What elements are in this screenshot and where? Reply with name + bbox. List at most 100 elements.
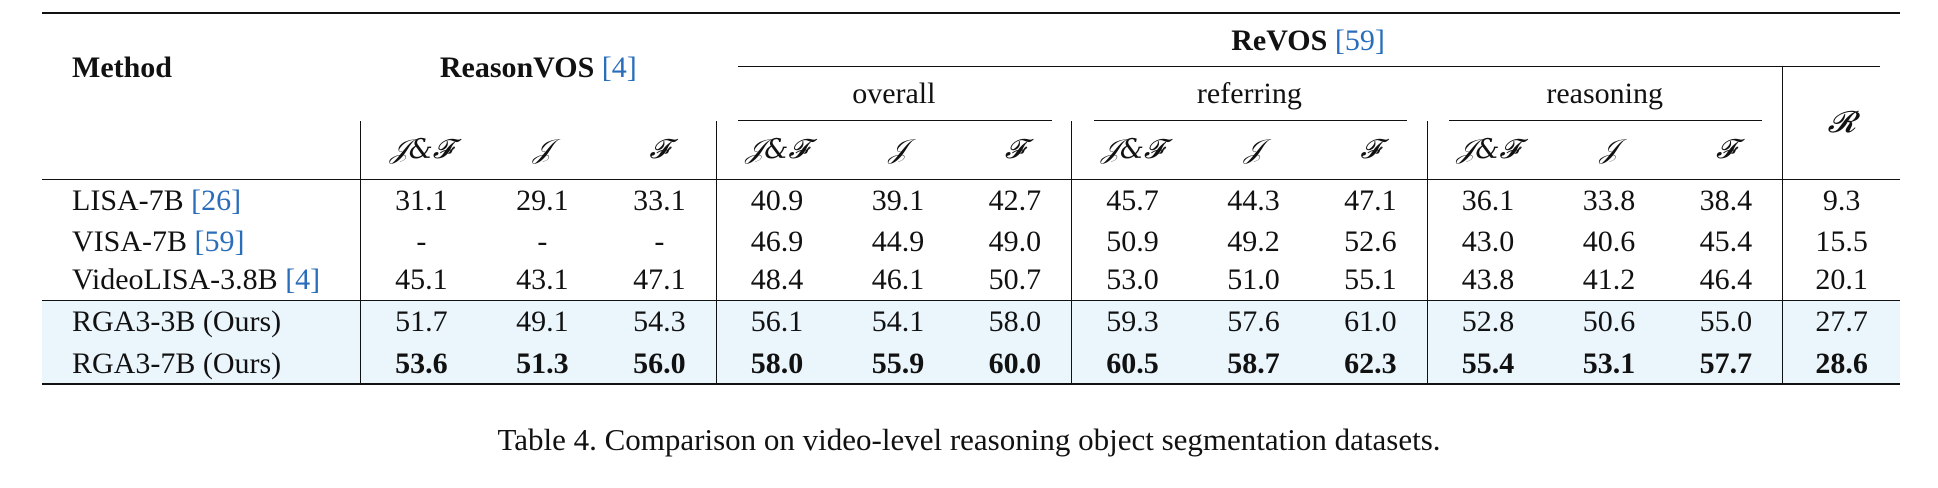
value-cell: 50.6 <box>1548 300 1670 344</box>
value-cell: - <box>654 224 665 258</box>
value-cell: 29.1 <box>516 184 569 218</box>
value-cell: 54.1 <box>837 300 959 344</box>
table-row: VideoLISA-3.8B [4] 45.1 43.1 47.1 48.4 46.1 50… <box>42 260 1900 300</box>
overall-jf-header: 𝒥&𝓕 <box>715 121 838 179</box>
method-header: Method <box>72 50 172 84</box>
value-cell: 55.0 <box>1669 300 1783 344</box>
value-cell: 28.6 <box>1782 344 1900 384</box>
value-cell: 15.5 <box>1782 223 1900 260</box>
table-caption: Table 4. Comparison on video-level reaso… <box>497 422 1441 457</box>
value-cell: 46.9 <box>715 223 838 260</box>
table-row: LISA-7B [26] 31.1 29.1 33.1 40.9 39.1 42.7 45.7… <box>42 179 1900 223</box>
table-row: RGA3-3B (Ours) 51.7 49.1 54.3 56.1 54.1 58.0 59… <box>42 300 1900 344</box>
value-cell: 55.9 <box>837 344 959 384</box>
overall-label: overall <box>852 77 936 110</box>
method-name: LISA-7B <box>72 184 192 218</box>
reasonvos-header: ReasonVOS [4] <box>361 13 717 121</box>
value-cell: 62.3 <box>1314 344 1428 384</box>
value-cell: 54.3 <box>603 300 717 344</box>
value-cell: 52.8 <box>1426 300 1549 344</box>
value-cell: 51.3 <box>481 344 604 384</box>
value-cell: 53.6 <box>360 344 482 384</box>
value-cell: 33.1 <box>633 184 686 218</box>
reasonvos-label: ReasonVOS <box>439 50 595 84</box>
value-cell: 49.1 <box>481 300 604 344</box>
r-metric-header: 𝓡 <box>1782 67 1900 179</box>
value-cell: 58.0 <box>958 300 1072 344</box>
reasoning-j-header: 𝒥 <box>1599 133 1619 165</box>
value-cell: 48.4 <box>715 260 838 300</box>
method-cell: RGA3-3B (Ours) <box>42 300 361 344</box>
method-name: VideoLISA-3.8B <box>72 262 286 296</box>
comparison-table: Method ReasonVOS [4] ReVOS [59] overall … <box>42 12 1900 385</box>
value-cell: 56.1 <box>715 300 838 344</box>
value-cell: 44.3 <box>1227 184 1280 218</box>
referring-j-header: 𝒥 <box>1244 133 1263 165</box>
value-cell: 56.0 <box>603 344 717 384</box>
value-cell: 47.1 <box>1344 184 1397 218</box>
method-cite: [26] <box>191 184 242 218</box>
overall-subheader: overall <box>716 67 1072 121</box>
reasonvos-f-header: 𝓕 <box>649 133 670 165</box>
revos-label: ReVOS <box>1231 23 1328 57</box>
value-cell: 57.7 <box>1669 344 1783 384</box>
reasoning-cmidrule <box>1449 120 1763 121</box>
value-cell: 49.0 <box>988 224 1042 258</box>
value-cell: 52.6 <box>1344 224 1397 258</box>
value-cell: 36.1 <box>1426 179 1549 223</box>
results-table-container: Method ReasonVOS [4] ReVOS [59] overall … <box>42 12 1900 385</box>
value-cell: 50.7 <box>988 262 1042 296</box>
value-cell: 58.7 <box>1192 344 1315 384</box>
value-cell: 51.7 <box>360 300 482 344</box>
revos-cite: [59] <box>1334 23 1385 57</box>
value-cell: 43.1 <box>516 262 569 296</box>
value-cell: 33.8 <box>1582 184 1636 218</box>
value-cell: 60.0 <box>958 344 1072 384</box>
value-cell: 49.2 <box>1227 224 1280 258</box>
value-cell: 46.4 <box>1699 262 1753 296</box>
value-cell: 50.9 <box>1071 223 1193 260</box>
value-cell: 57.6 <box>1192 300 1315 344</box>
value-cell: 45.1 <box>360 260 482 300</box>
value-cell: 45.7 <box>1071 179 1193 223</box>
value-cell: - <box>360 223 482 260</box>
value-cell: 41.2 <box>1582 262 1636 296</box>
value-cell: 61.0 <box>1314 300 1428 344</box>
table-row: RGA3-7B (Ours) 53.6 51.3 56.0 58.0 55.9 60.0 60… <box>42 344 1900 384</box>
referring-jf-header: 𝒥&𝓕 <box>1071 121 1193 179</box>
referring-f-header: 𝓕 <box>1360 133 1381 165</box>
reasonvos-cite: [4] <box>601 50 637 84</box>
method-spacer <box>42 121 361 179</box>
revos-cmidrule <box>738 66 1880 67</box>
referring-subheader: referring <box>1072 67 1428 121</box>
method-cell: VideoLISA-3.8B [4] <box>42 260 361 300</box>
value-cell: 42.7 <box>988 184 1042 218</box>
value-cell: 43.0 <box>1426 223 1549 260</box>
referring-label: referring <box>1196 77 1302 110</box>
value-cell: 51.0 <box>1227 262 1280 296</box>
overall-j-header: 𝒥 <box>888 133 908 165</box>
value-cell: 20.1 <box>1782 260 1900 300</box>
value-cell: 45.4 <box>1699 224 1753 258</box>
method-name: VISA-7B <box>72 224 195 258</box>
method-cite: [59] <box>194 224 245 258</box>
value-cell: 44.9 <box>871 224 925 258</box>
revos-header: ReVOS [59] <box>716 13 1900 67</box>
method-cite: [4] <box>285 262 321 296</box>
value-cell: 9.3 <box>1782 179 1900 223</box>
table-body: LISA-7B [26] 31.1 29.1 33.1 40.9 39.1 42.7 45.7… <box>42 179 1900 384</box>
reasoning-label: reasoning <box>1546 77 1663 110</box>
table-row: VISA-7B [59] - - -46.9 44.9 49.0 50.9 49.2 52.6 4… <box>42 223 1900 260</box>
method-cell: LISA-7B [26] <box>42 179 361 223</box>
overall-f-header: 𝓕 <box>1004 133 1025 165</box>
value-cell: 53.0 <box>1071 260 1193 300</box>
reasoning-subheader: reasoning <box>1427 67 1783 121</box>
overall-cmidrule <box>738 120 1052 121</box>
value-cell: 58.0 <box>715 344 838 384</box>
referring-cmidrule <box>1093 120 1408 121</box>
value-cell: - <box>537 224 548 258</box>
value-cell: 53.1 <box>1548 344 1670 384</box>
method-cell: VISA-7B [59] <box>42 223 361 260</box>
value-cell: 27.7 <box>1782 300 1900 344</box>
value-cell: 55.4 <box>1426 344 1549 384</box>
